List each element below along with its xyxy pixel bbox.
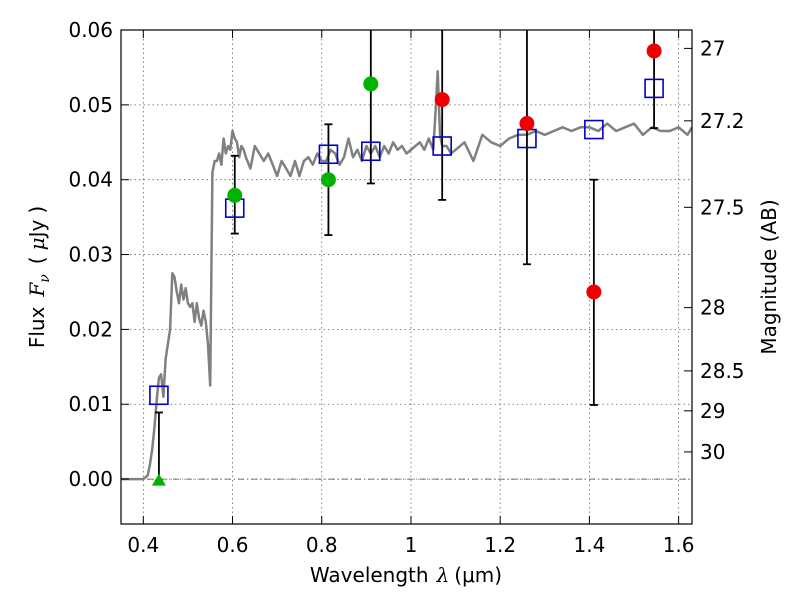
x-tick-label: 0.8 [306,533,338,557]
detection-point [363,76,379,92]
y2-tick-label: 27.2 [700,109,745,133]
model-spectrum-line [121,69,692,481]
marginal-point [586,284,602,300]
y2-tick-label: 30 [700,440,725,464]
ticks: 0.4 0.6 0.8 1 1.2 1.4 1.6 0.00 0.01 0.02 0.03 0.04 0… [68,18,744,557]
plot-frame [120,29,693,525]
synthetic-flux-square [584,119,604,140]
synthetic-flux-square [318,144,339,165]
y-axis-label: FluxFν(μJy) [25,206,53,348]
x-tick-label: 1.4 [573,533,605,557]
synthetic-flux-square [149,385,169,406]
x-tick-label: 1.6 [663,533,695,557]
detection-point [320,172,336,188]
y2-tick-label: 27 [700,36,725,60]
marginal-point [646,43,662,59]
y-tick-label: 0.03 [68,243,113,267]
y-tick-label: 0.01 [68,392,113,416]
y-tick-label: 0.06 [68,18,113,42]
y-tick-label: 0.02 [68,317,113,341]
x-tick-label: 1 [405,533,418,557]
synthetic-flux-square [644,78,664,99]
y-tick-label: 0.05 [68,93,113,117]
marginal-point [519,116,535,132]
y-tick-label: 0.00 [68,467,113,491]
x-tick-label: 0.4 [127,533,159,557]
marginal-point [434,92,450,108]
x-tick-label: 1.2 [484,533,516,557]
x-axis-label: Wavelength λ (μm) [310,563,502,587]
y2-tick-label: 28.5 [700,359,745,383]
x-tick-label: 0.6 [217,533,249,557]
y-tick-label: 0.04 [68,168,113,192]
plot-area [121,30,692,524]
synthetic-flux-square [361,141,381,162]
y2-axis-label: Magnitude (AB) [757,199,781,354]
data-layer [121,69,692,481]
y2-tick-label: 27.5 [700,195,745,219]
detection-point [227,187,243,203]
y2-tick-label: 28 [700,296,725,320]
marker-layer [149,30,664,486]
synthetic-flux-square [432,136,452,156]
nondetection-triangle [151,473,166,486]
y2-tick-label: 29 [700,399,725,423]
